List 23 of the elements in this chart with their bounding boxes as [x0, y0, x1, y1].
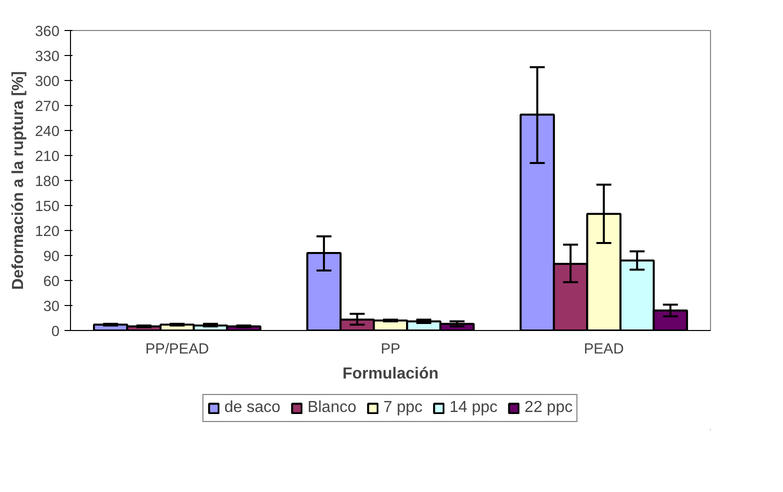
y-tick-label: 60: [43, 274, 60, 290]
y-tick-label: 360: [35, 24, 60, 40]
x-tick-label: PP: [380, 342, 400, 358]
y-tick-label: 150: [35, 199, 60, 215]
x-axis-title: Formulación: [342, 366, 439, 382]
y-tick-label: 270: [35, 99, 60, 115]
y-tick-label: 300: [35, 74, 60, 90]
y-tick-label: 240: [35, 124, 60, 140]
legend-label: 14 ppc: [450, 398, 498, 416]
y-tick-label: 90: [43, 249, 60, 265]
legend-label: Blanco: [307, 398, 356, 416]
x-tick-label: PEAD: [584, 342, 624, 358]
y-tick-label: 0: [51, 324, 60, 340]
y-tick-label: 330: [35, 49, 60, 65]
y-axis-title: Deformación a la ruptura [%]: [10, 71, 28, 290]
y-tick-label: 210: [35, 149, 60, 165]
y-tick-label: 180: [35, 174, 60, 190]
legend-label: 22 ppc: [524, 398, 573, 416]
x-tick-label: PP/PEAD: [145, 342, 209, 358]
y-tick-label: 120: [35, 224, 60, 240]
y-tick-label: 30: [43, 299, 60, 315]
legend-label: 7 ppc: [383, 398, 423, 416]
legend-label: de saco: [224, 398, 280, 416]
